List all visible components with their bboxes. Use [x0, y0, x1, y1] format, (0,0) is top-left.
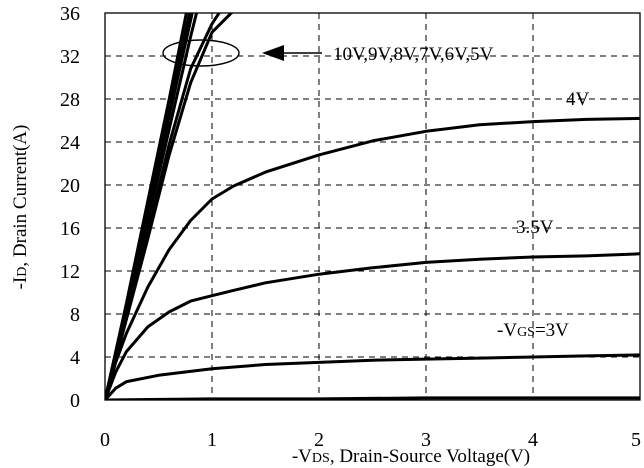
y-tick-label-4: 16 — [60, 218, 80, 240]
y-tick-label-7: 28 — [60, 89, 80, 111]
label-4v: 4V — [566, 89, 590, 110]
y-tick-label-0: 0 — [70, 390, 80, 412]
y-tick-label-5: 20 — [60, 175, 80, 197]
x-tick-labels: 0 1 2 3 4 5 — [100, 429, 641, 451]
plot-frame — [104, 12, 641, 401]
y-tick-label-3: 12 — [60, 261, 80, 283]
y-tick-labels: 0 4 8 12 16 20 24 28 32 36 — [60, 3, 80, 412]
label-vgs-prefix: -V — [497, 320, 517, 341]
label-vgs-rest: =3V — [535, 320, 569, 341]
label-3-5v: 3.5V — [516, 217, 554, 238]
group-ellipse — [162, 39, 240, 67]
label-vgs-3v: -VGS=3V — [497, 320, 569, 341]
group-label: 10V,9V,8V,7V,6V,5V — [333, 44, 494, 65]
x-tick-label-0: 0 — [100, 429, 110, 451]
curve-cutoff — [105, 396, 640, 400]
y-axis-title-rest: , Drain Current(A) — [10, 125, 31, 267]
y-tick-label-8: 32 — [60, 46, 80, 68]
y-tick-label-6: 24 — [60, 132, 80, 154]
curve-3v — [105, 353, 640, 400]
x-axis-title-rest: , Drain-Source Voltage(V) — [330, 446, 530, 467]
y-axis-title-sub: D — [15, 267, 30, 277]
x-tick-label-1: 1 — [207, 429, 217, 451]
grid-lines — [105, 13, 640, 400]
x-tick-label-5: 5 — [631, 429, 641, 451]
y-axis-title: -ID, Drain Current(A) — [10, 125, 31, 290]
x-axis-title-sub: DS — [312, 451, 330, 466]
curve-4v — [105, 116, 640, 400]
x-axis-title: -VDS, Drain-Source Voltage(V) — [292, 446, 530, 467]
x-axis-title-prefix: -V — [292, 446, 312, 467]
group-arrow-head — [262, 45, 284, 61]
curve-5v — [105, 13, 234, 400]
label-vgs-sub: GS — [517, 325, 535, 340]
x-tick-label-3: 3 — [421, 429, 431, 451]
y-tick-label-1: 4 — [70, 347, 80, 369]
y-axis-title-prefix: -I — [10, 277, 31, 290]
curves — [105, 13, 640, 400]
y-tick-label-2: 8 — [70, 304, 80, 326]
x-tick-label-2: 2 — [314, 429, 324, 451]
curve-3-5v — [105, 252, 640, 400]
y-tick-label-9: 36 — [60, 3, 80, 25]
x-tick-label-4: 4 — [528, 429, 538, 451]
